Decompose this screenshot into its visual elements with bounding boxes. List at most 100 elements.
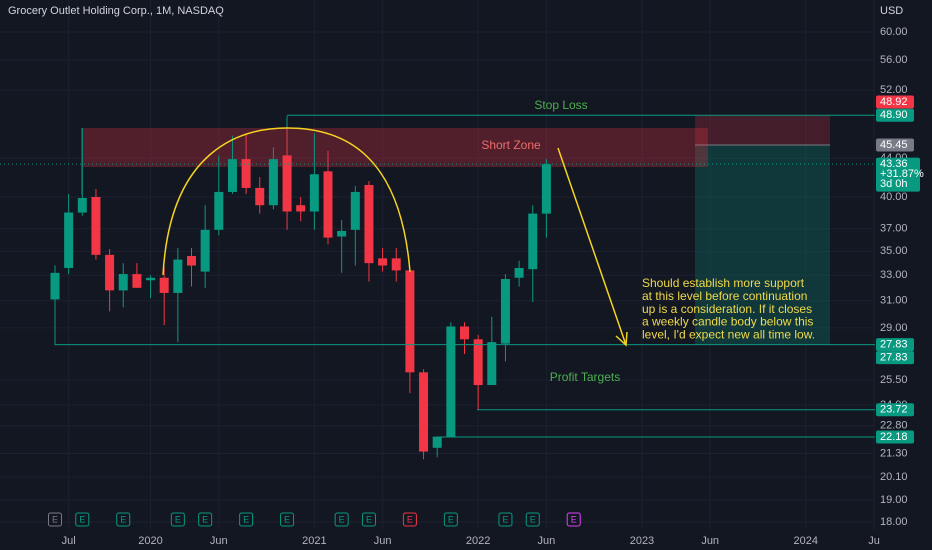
candle-body: [64, 212, 74, 268]
earnings-label: E: [120, 514, 126, 524]
earnings-label: E: [448, 514, 454, 524]
note-line: Should establish more support: [642, 276, 805, 290]
candle-body: [118, 274, 128, 291]
candle-body: [200, 229, 210, 272]
earnings-icon: [498, 512, 513, 527]
y-tick-label: 60.00: [880, 26, 908, 38]
candle-body: [323, 171, 333, 238]
level-label-box: [876, 95, 914, 109]
note-line: at this level before continuation: [642, 289, 807, 303]
earnings-icon: [443, 512, 458, 527]
x-tick-label: Jun: [538, 535, 556, 547]
y-tick-label: 33.00: [880, 269, 908, 281]
candle-body: [405, 270, 415, 373]
candle-body: [514, 267, 524, 278]
y-tick-label: 20.10: [880, 471, 908, 483]
earnings-label: E: [243, 514, 249, 524]
earnings-label: E: [52, 514, 58, 524]
earnings-icon: [361, 512, 376, 527]
candle-body: [50, 272, 60, 300]
y-tick-label: 18.00: [880, 516, 908, 528]
candle-body: [528, 213, 538, 270]
candle-body: [473, 339, 483, 386]
candle-body: [105, 254, 115, 291]
candle-body: [378, 258, 388, 266]
x-tick-label: 2022: [466, 535, 490, 547]
level-label: 27.83: [880, 352, 908, 364]
earnings-label: E: [339, 514, 345, 524]
y-tick-label: 31.00: [880, 295, 908, 307]
candle-body: [91, 196, 101, 255]
stop-loss-label: Stop Loss: [534, 98, 587, 112]
level-label-box: [876, 108, 914, 122]
candle-body: [214, 191, 224, 230]
candle-body: [460, 326, 469, 340]
x-tick-label: Jun: [210, 535, 228, 547]
candle-body: [487, 342, 497, 386]
y-tick-label: 22.80: [880, 420, 908, 432]
chart-title: Grocery Outlet Holding Corp., 1M, NASDAQ: [8, 5, 224, 17]
earnings-label: E: [571, 514, 577, 524]
background-layer: [0, 0, 875, 530]
x-tick-label: 2024: [794, 535, 818, 547]
earnings-icon: [48, 512, 62, 527]
rounding-top-arc: [162, 127, 411, 276]
candle-body: [132, 274, 142, 288]
x-tick-label: 2021: [302, 535, 326, 547]
candle-body: [173, 259, 183, 293]
level-label-box: [876, 403, 914, 417]
candle-body: [541, 164, 551, 214]
x-tick-label: Jul: [62, 535, 76, 547]
earnings-icon: [334, 512, 349, 527]
x-tick-label: Ju: [868, 535, 880, 547]
reward-zone: [695, 144, 830, 345]
level-label-box: [876, 138, 914, 152]
candle-body: [391, 258, 401, 271]
current-price-box: [876, 157, 920, 192]
candle-body: [227, 159, 237, 192]
note-line: up is a consideration. If it closes: [642, 302, 812, 316]
level-label: 27.83: [880, 339, 908, 351]
level-label: 48.92: [880, 96, 908, 108]
candle-body: [500, 279, 510, 344]
arrow-head: [615, 331, 628, 347]
note-line: a weekly candle body below this: [642, 315, 813, 329]
earnings-icon: [525, 512, 540, 527]
candle-body: [364, 184, 374, 264]
candle-body: [296, 205, 306, 212]
earnings-label: E: [407, 514, 413, 524]
y-tick-label: 19.00: [880, 494, 908, 506]
earnings-icon: [280, 512, 295, 527]
candle-body: [255, 187, 265, 206]
earnings-icon: [402, 512, 417, 527]
axis-layer: 60.0056.0052.0044.0040.0037.0035.0033.00…: [48, 26, 924, 547]
risk-zone: [695, 115, 830, 145]
candle-body: [77, 198, 87, 213]
earnings-icon: [170, 512, 185, 527]
earnings-label: E: [284, 514, 290, 524]
current-countdown: 3d 0h: [880, 178, 908, 190]
level-label: 23.72: [880, 404, 908, 416]
earnings-label: E: [366, 514, 372, 524]
earnings-label: E: [502, 514, 508, 524]
level-label: 22.18: [880, 431, 908, 443]
candle-body: [419, 372, 429, 452]
candle-body: [187, 256, 196, 266]
y-tick-label: 56.00: [880, 54, 908, 66]
marks-layer: [0, 114, 875, 460]
y-tick-label: 52.00: [880, 84, 908, 96]
earnings-label: E: [202, 514, 208, 524]
x-tick-label: Jun: [374, 535, 392, 547]
y-tick-label: 35.00: [880, 245, 908, 257]
short-zone-box: [82, 128, 708, 167]
earnings-label: E: [530, 514, 536, 524]
candle-body: [337, 230, 347, 237]
candle-body: [309, 174, 319, 212]
profit-targets-label: Profit Targets: [550, 370, 620, 384]
earnings-icon: [566, 512, 581, 527]
candle-body: [146, 277, 156, 281]
candle-body: [446, 326, 456, 437]
candle-body: [350, 191, 360, 230]
